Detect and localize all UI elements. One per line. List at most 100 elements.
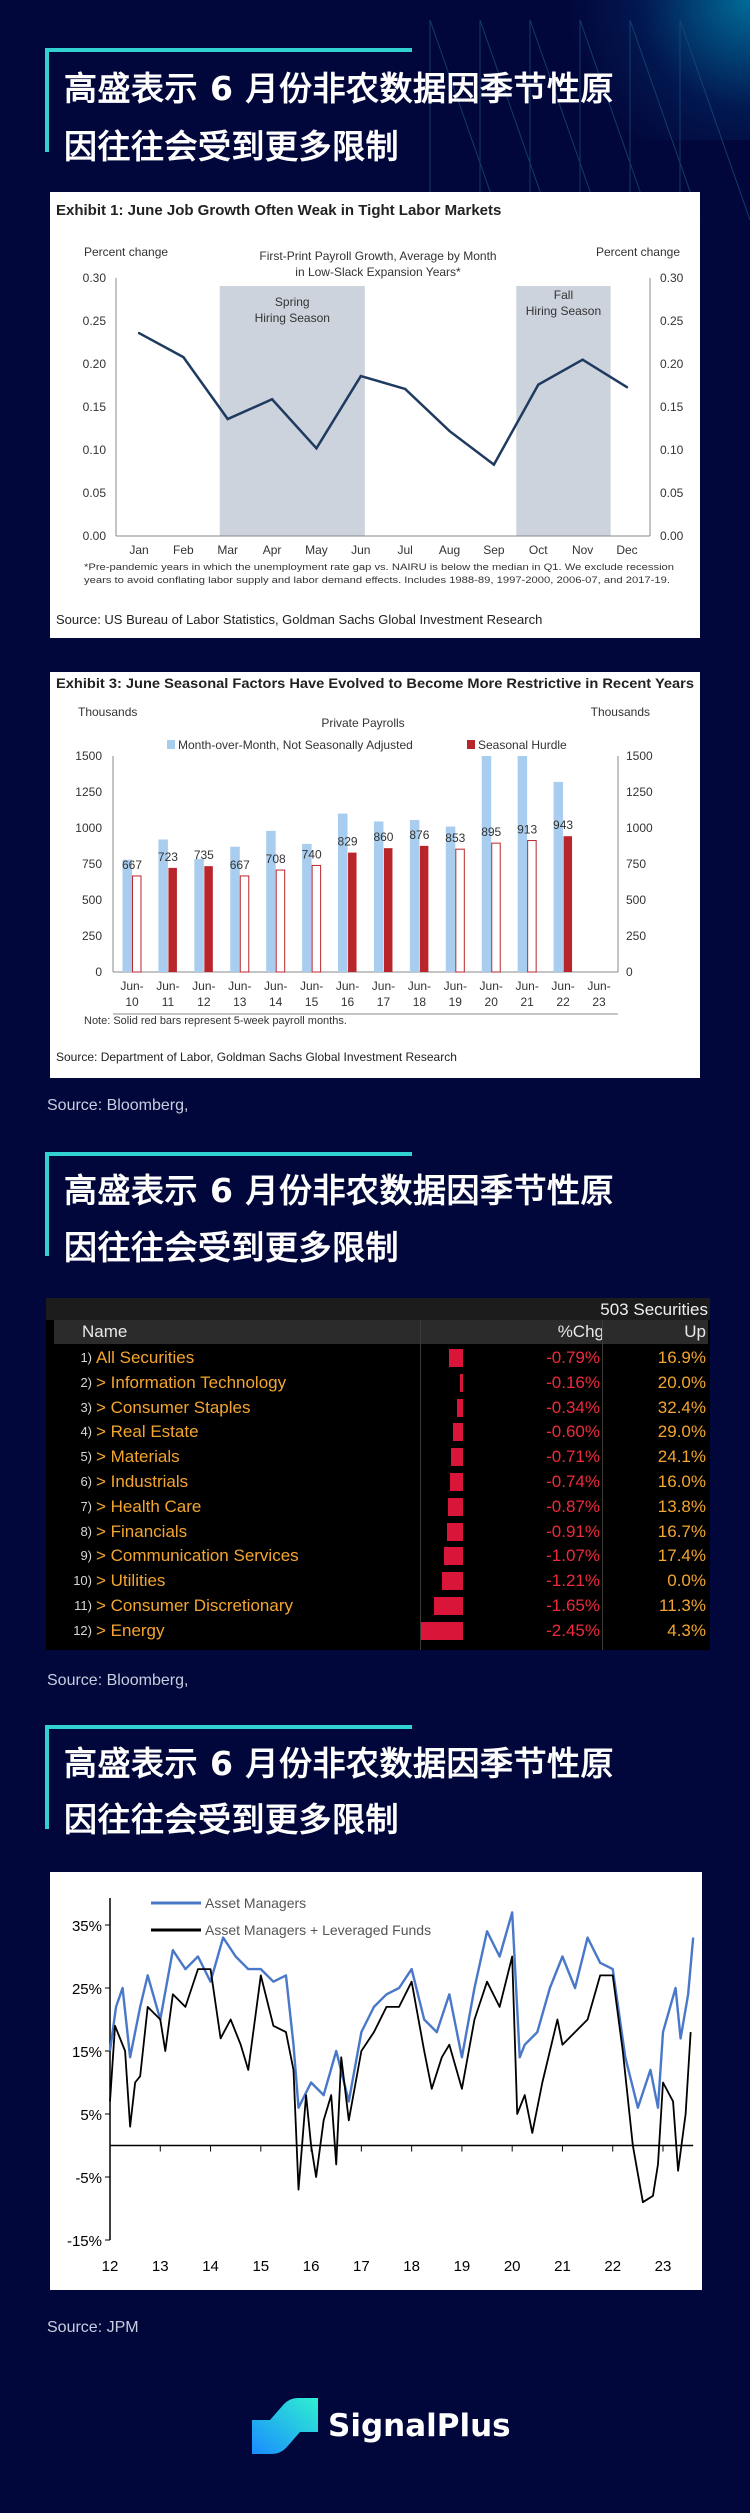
y-tick-label-left: 1250: [75, 785, 102, 799]
table-row[interactable]: 8) > Financials -0.91% 16.7%: [46, 1520, 710, 1544]
row-number: 1): [80, 1350, 92, 1365]
y-tick-label-right: 0: [626, 965, 633, 979]
x-tick-label: 17: [377, 995, 391, 1009]
chart-subtitle-2: in Low-Slack Expansion Years*: [295, 265, 461, 279]
title-line-1: 高盛表示 6 月份非农数据因季节性原: [64, 1744, 614, 1783]
y-tick-label-right: 0.00: [660, 529, 684, 543]
chart-subtitle: Private Payrolls: [321, 716, 404, 730]
bar-nsa: [409, 820, 420, 972]
column-divider: [602, 1320, 603, 1650]
table-row[interactable]: 5) > Materials -0.71% 24.1%: [46, 1445, 710, 1469]
column-divider: [420, 1320, 421, 1650]
x-tick-label: 20: [485, 995, 499, 1009]
title-accent-line: [45, 48, 412, 52]
x-tick-label: Jun-: [444, 979, 467, 993]
x-tick-label: 11: [162, 995, 175, 1009]
y-label-right: Thousands: [591, 705, 650, 719]
positioning-svg: Asset Managers Asset Managers + Leverage…: [67, 1895, 695, 2275]
title-accent-bar: [45, 1725, 49, 1829]
footnote-1: *Pre-pandemic years in which the unemplo…: [84, 562, 674, 572]
title-accent-bar: [45, 1152, 49, 1256]
percent-up: 20.0%: [657, 1372, 706, 1392]
row-number: 11): [74, 1598, 92, 1613]
sector-performance-table: 503 Securities Name %Chg Up 1) All Securi…: [46, 1298, 710, 1650]
x-tick-label: Jun-: [372, 979, 395, 993]
table-row[interactable]: 11) > Consumer Discretionary -1.65% 11.3%: [46, 1594, 710, 1618]
column-header-up[interactable]: Up: [684, 1322, 706, 1341]
table-row[interactable]: 3) > Consumer Staples -0.34% 32.4%: [46, 1396, 710, 1420]
table-row[interactable]: 10) > Utilities -1.21% 0.0%: [46, 1569, 710, 1593]
table-row[interactable]: 9) > Communication Services -1.07% 17.4%: [46, 1544, 710, 1568]
y-tick-label-left: 0.30: [83, 271, 107, 285]
column-header-name[interactable]: Name: [82, 1322, 128, 1341]
signalplus-logo: SignalPlus: [252, 2398, 512, 2454]
y-tick-label-right: 0.05: [660, 486, 684, 500]
data-label: 667: [230, 858, 250, 872]
legend-label-asset-managers: Asset Managers: [205, 1895, 306, 1911]
change-bar: [420, 1621, 463, 1640]
title-line-1: 高盛表示 6 月份非农数据因季节性原: [64, 69, 614, 108]
y-tick-label: 15%: [72, 2044, 102, 2061]
y-tick-label-right: 750: [626, 857, 646, 871]
data-label: 943: [553, 818, 573, 832]
percent-change: -0.71%: [546, 1447, 600, 1467]
table-row[interactable]: 2) > Information Technology -0.16% 20.0%: [46, 1371, 710, 1395]
percent-up: 13.8%: [657, 1496, 706, 1516]
y-tick-label: 35%: [72, 1918, 102, 1935]
x-tick-label: 21: [520, 995, 534, 1009]
percent-up: 29.0%: [657, 1422, 706, 1442]
data-point: [137, 331, 141, 335]
y-tick-label-right: 1000: [626, 821, 653, 835]
y-tick-label-right: 1500: [626, 749, 653, 763]
shade-label: Fall: [554, 288, 573, 302]
x-tick-label: Jun-: [408, 979, 431, 993]
shade-label: Hiring Season: [526, 304, 601, 318]
shade-label: Hiring Season: [255, 311, 330, 325]
y-label-left: Percent change: [84, 245, 168, 259]
change-bar: [449, 1349, 463, 1367]
x-tick-label: Apr: [263, 543, 282, 557]
exhibit-1-chart: Exhibit 1: June Job Growth Often Weak in…: [50, 192, 700, 638]
bar-nsa: [194, 858, 204, 972]
bar-seasonal-hurdle: [275, 869, 286, 973]
x-tick-label: 22: [604, 2258, 621, 2275]
table-row[interactable]: 7) > Health Care -0.87% 13.8%: [46, 1495, 710, 1519]
x-tick-label: Jun-: [300, 979, 323, 993]
y-tick-label-left: 0.15: [83, 400, 107, 414]
x-tick-label: 20: [504, 2258, 521, 2275]
chart-note: Note: Solid red bars represent 5-week pa…: [84, 1015, 347, 1027]
y-tick-label-left: 0.20: [83, 357, 107, 371]
table-row[interactable]: 4) > Real Estate -0.60% 29.0%: [46, 1420, 710, 1444]
x-tick-label: 18: [413, 995, 427, 1009]
y-tick-label-left: 0: [95, 965, 102, 979]
table-row[interactable]: 12) > Energy -2.45% 4.3%: [46, 1619, 710, 1643]
column-header-chg[interactable]: %Chg: [557, 1322, 604, 1341]
chart-subtitle-1: First-Print Payroll Growth, Average by M…: [259, 249, 496, 263]
change-bar: [452, 1423, 463, 1442]
sector-name: All Securities: [96, 1348, 195, 1367]
sector-name: > Real Estate: [96, 1422, 199, 1442]
y-tick-label-left: 1000: [75, 821, 102, 835]
y-tick-label: 5%: [80, 2107, 102, 2124]
table-row[interactable]: 6) > Industrials -0.74% 16.0%: [46, 1470, 710, 1494]
row-number: 6): [80, 1474, 92, 1489]
sector-name: > Industrials: [96, 1472, 189, 1491]
y-tick-label-left: 500: [82, 893, 102, 907]
title-accent-bar: [45, 48, 49, 152]
bar-seasonal-hurdle: [239, 875, 250, 973]
bar-seasonal-hurdle: [455, 848, 465, 973]
percent-up: 24.1%: [657, 1447, 706, 1467]
chart-source: Source: Department of Labor, Goldman Sac…: [56, 1050, 457, 1064]
x-tick-label: Jun-: [120, 979, 143, 993]
y-tick-label-left: 0.10: [83, 443, 107, 457]
data-label: 895: [481, 825, 501, 839]
x-tick-label: Jun: [351, 543, 370, 557]
sector-name: > Financials: [96, 1521, 188, 1541]
percent-change: -1.07%: [546, 1546, 600, 1566]
y-tick-label-left: 1500: [75, 749, 102, 763]
change-bar: [447, 1497, 463, 1516]
legend-swatch-hurdle: [467, 740, 475, 749]
bar-seasonal-hurdle: [168, 867, 177, 972]
table-row[interactable]: 1) All Securities -0.79% 16.9%: [46, 1346, 710, 1370]
x-tick-label: 22: [556, 995, 570, 1009]
